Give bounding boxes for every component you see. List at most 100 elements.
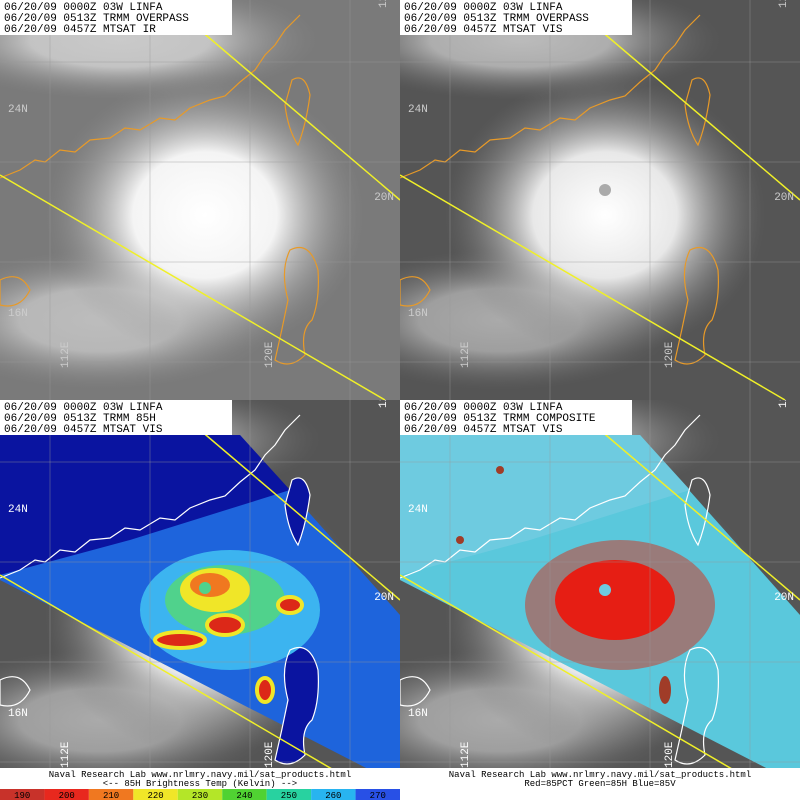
lat-label: 20N [374,192,394,204]
header-box [0,0,232,35]
colorbar-cell [177,789,223,800]
swath-edge [599,429,800,601]
swath-taiwan [285,477,310,545]
header-line: 06/20/09 0513Z TRMM OVERPASS [404,13,589,25]
storm-cloud [445,75,765,355]
colorbar-cell [88,789,134,800]
header-line: 06/20/09 0000Z 03W LINFA [404,402,563,414]
colorbar-label: 210 [103,791,119,800]
header-line: 06/20/09 0513Z TRMM COMPOSITE [404,413,596,425]
header-line: 06/20/09 0000Z 03W LINFA [4,402,163,414]
lon-label: 120E [664,741,676,768]
coastline [684,77,711,147]
colorbar-label: 250 [281,791,297,800]
coastline [0,676,31,707]
storm-cloud [45,75,365,355]
lon-label: 124E [378,0,390,8]
85h-panel: 24N 20N 16N 112E 120E 124E 06/20/09 0000Z 03W … [0,400,400,800]
colorbar-cell [355,789,400,800]
lat-label: 20N [774,592,794,604]
swath-edge [599,29,800,201]
eye [199,582,211,594]
convection [153,630,207,650]
coastline [400,276,431,307]
convection [496,466,504,474]
lat-label: 24N [8,504,28,516]
header-line: 06/20/09 0457Z MTSAT VIS [404,24,563,36]
header-line: 06/20/09 0513Z TRMM 85H [4,413,156,425]
swath-edge [400,574,786,800]
colorbar-cell [222,789,267,800]
header-line: 06/20/09 0457Z MTSAT IR [4,24,156,36]
lon-label: 120E [264,341,276,368]
header-line: 06/20/09 0000Z 03W LINFA [404,2,563,14]
swath-edge [199,29,400,201]
lon-label: 112E [460,341,472,368]
coastline [274,646,319,765]
coastline [0,414,301,579]
lat-label: 20N [374,592,394,604]
colorbar-cell [311,789,356,800]
coastline [674,246,719,365]
coastline [0,14,301,179]
coastline [274,246,319,365]
lat-label: 24N [8,104,28,116]
lon-label: 112E [60,341,72,368]
swath-north [400,435,690,575]
footer-line: <-- 85H Brightness Temp (Kelvin) --> [103,779,297,789]
header-box [0,400,232,435]
swath-edge [400,174,786,400]
lon-label: 120E [664,341,676,368]
lat-label: 20N [774,192,794,204]
coastline [0,276,31,307]
convection [456,536,464,544]
swath-luzon [275,647,319,764]
colorbar-cell [44,789,89,800]
coastline [284,77,311,147]
eye [599,584,611,596]
footer-line: Naval Research Lab www.nrlmry.navy.mil/s… [449,770,751,780]
coastline [674,646,719,765]
swath-north [0,435,290,575]
colorbar-label: 200 [59,791,75,800]
coastline [684,477,711,547]
lon-label: 124E [778,0,790,8]
colorbar-label: 260 [325,791,341,800]
lat-label: 16N [408,308,428,320]
lat-label: 24N [408,504,428,516]
ir-panel: 24N 20N 16N 112E 120E 124E 06/20/09 0000Z 03W … [0,0,400,400]
colorbar-label: 270 [370,791,386,800]
header-line: 06/20/09 0513Z TRMM OVERPASS [4,13,189,25]
colorbar-cell [0,789,45,800]
swath-edge [0,574,386,800]
composite-panel: 24N 20N 16N 112E 120E 124E 06/20/09 0000Z 03W … [400,400,800,800]
swath-edge [199,429,400,601]
header-box [400,400,632,435]
storm [555,560,675,640]
header-line: 06/20/09 0457Z MTSAT VIS [4,424,163,436]
footer-line: Red=85PCT Green=85H Blue=85V [524,779,676,789]
colorbar-cell [133,789,178,800]
footer-box [400,768,800,800]
lon-label: 124E [778,400,790,408]
lat-label: 16N [8,708,28,720]
lon-label: 112E [60,741,72,768]
footer-line: Naval Research Lab www.nrlmry.navy.mil/s… [49,770,351,780]
colorbar-cell [266,789,312,800]
lat-label: 24N [408,104,428,116]
lon-label: 124E [378,400,390,408]
coastline [400,414,701,579]
colorbar-label: 220 [147,791,163,800]
convection [205,613,245,637]
lon-label: 112E [460,741,472,768]
coastline [400,14,701,179]
convection [659,676,671,704]
lat-label: 16N [8,308,28,320]
colorbar-label: 230 [192,791,208,800]
coastline [284,477,311,547]
vis-panel: 24N 20N 16N 112E 120E 124E 06/20/09 0000Z 03W … [400,0,800,400]
lon-label: 120E [264,741,276,768]
lat-label: 16N [408,708,428,720]
swath-edge [0,174,386,400]
